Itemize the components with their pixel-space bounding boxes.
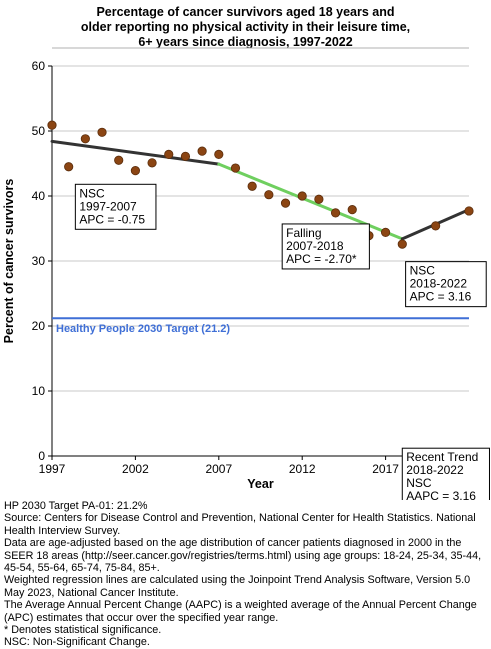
data-point <box>214 149 224 159</box>
chart-title-line: 6+ years since diagnosis, 1997-2022 <box>138 35 352 49</box>
data-point <box>80 134 90 144</box>
x-tick-label: 2007 <box>205 462 232 476</box>
annotation-text: AAPC = 3.16 <box>406 489 476 500</box>
data-point <box>247 181 257 191</box>
data-point <box>431 221 441 231</box>
annotation-text: 2018-2022 <box>410 277 468 291</box>
annotation-text: APC = -2.70* <box>286 252 357 266</box>
annotation-text: Recent Trend <box>406 450 478 464</box>
x-tick-label: 2017 <box>372 462 399 476</box>
annotation-text: APC = -0.75 <box>79 212 145 226</box>
trend-line-segment <box>50 139 221 166</box>
data-point <box>397 239 407 249</box>
data-point <box>380 227 391 237</box>
trend-line-segment <box>217 162 404 241</box>
y-tick-label: 30 <box>32 254 46 268</box>
annotation-text: Falling <box>286 226 321 240</box>
annotation-box <box>74 183 157 230</box>
annotation-text: NSC <box>410 264 436 278</box>
data-point <box>297 191 307 201</box>
data-point <box>114 155 124 165</box>
x-axis-title: Year <box>247 477 274 491</box>
annotation-box <box>401 447 490 500</box>
data-point <box>47 120 57 130</box>
x-tick-label: 1997 <box>39 462 66 476</box>
target-label: Healthy People 2030 Target (21.2) <box>56 323 230 335</box>
x-tick-label: 2002 <box>122 462 149 476</box>
chart: Percentage of cancer survivors aged 18 y… <box>2 5 490 500</box>
footnote-regression: Weighted regression lines are calculated… <box>4 574 471 599</box>
footnote-significance: * Denotes statistical significance. <box>4 624 162 637</box>
data-point <box>180 151 191 161</box>
footnotes: HP 2030 Target PA-01: 21.2% Source: Cent… <box>4 500 488 649</box>
data-point <box>264 190 274 200</box>
annotation-text: 2018-2022 <box>406 463 464 477</box>
footnote-source: Source: Centers for Disease Control and … <box>4 512 476 537</box>
chart-title-line: older reporting no physical activity in … <box>81 20 410 34</box>
y-axis-title: Percent of cancer survivors <box>2 179 16 344</box>
data-point <box>280 198 291 208</box>
y-tick-label: 60 <box>32 59 46 73</box>
footnote-nsc: NSC: Non-Significant Change. <box>4 636 150 649</box>
chart-title-line: Percentage of cancer survivors aged 18 y… <box>96 5 394 19</box>
data-point <box>314 194 324 204</box>
x-tick-label: 2012 <box>289 462 316 476</box>
footnote-age-adjustment: Data are age-adjusted based on the age d… <box>4 537 482 575</box>
annotation-box <box>405 261 487 308</box>
y-tick-label: 0 <box>38 449 45 463</box>
data-point <box>230 163 241 173</box>
data-point <box>330 208 341 218</box>
y-tick-label: 20 <box>32 319 46 333</box>
data-point <box>347 205 357 215</box>
data-point <box>164 149 174 159</box>
annotation-text: 1997-2007 <box>79 199 137 213</box>
y-tick-label: 40 <box>32 189 46 203</box>
data-point <box>97 127 107 137</box>
data-point <box>147 158 157 168</box>
annotation-text: 2007-2018 <box>286 239 344 253</box>
annotation-text: APC = 3.16 <box>410 290 472 304</box>
annotation-text: NSC <box>406 476 432 490</box>
data-point <box>197 146 207 156</box>
footnote-hp-target: HP 2030 Target PA-01: 21.2% <box>4 500 148 512</box>
annotation-text: NSC <box>79 186 105 200</box>
y-tick-label: 10 <box>32 384 46 398</box>
footnote-aapc: The Average Annual Percent Change (AAPC)… <box>4 599 477 624</box>
data-point <box>130 166 140 176</box>
y-tick-label: 50 <box>32 124 46 138</box>
annotation-box <box>281 223 370 270</box>
data-point <box>464 206 474 216</box>
data-point <box>64 162 74 172</box>
